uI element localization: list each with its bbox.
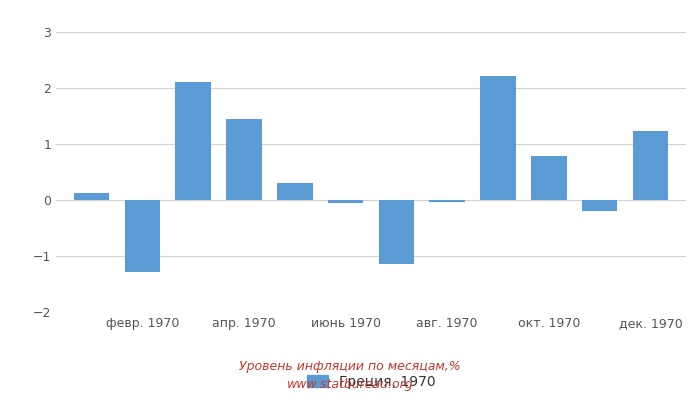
Bar <box>74 193 109 200</box>
Bar <box>379 200 414 264</box>
Bar <box>429 200 465 202</box>
Bar <box>328 200 363 203</box>
Bar <box>277 183 313 200</box>
Bar <box>582 200 617 211</box>
Legend: Греция, 1970: Греция, 1970 <box>301 369 441 394</box>
Text: Уровень инфляции по месяцам,%: Уровень инфляции по месяцам,% <box>239 360 461 373</box>
Bar <box>633 131 668 200</box>
Text: www.statbureau.org: www.statbureau.org <box>287 378 413 391</box>
Bar <box>480 76 516 200</box>
Bar <box>125 200 160 272</box>
Bar <box>531 156 566 200</box>
Bar <box>176 82 211 200</box>
Bar <box>226 119 262 200</box>
